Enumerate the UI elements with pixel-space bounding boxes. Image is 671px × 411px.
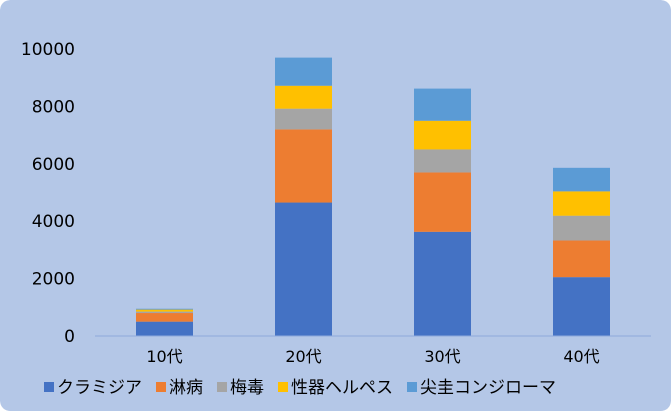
legend-swatch	[156, 382, 166, 392]
bar-segment	[275, 202, 332, 336]
bar-segment	[414, 149, 471, 173]
bar-segment	[553, 191, 610, 216]
bar-segment	[275, 129, 332, 203]
bar-segment	[553, 215, 610, 241]
x-tick-label: 20代	[285, 347, 321, 366]
bar-segment	[275, 108, 332, 130]
legend-label: 尖圭コンジローマ	[420, 378, 556, 398]
y-tick-label: 10000	[21, 40, 75, 60]
legend-label: 淋病	[169, 378, 203, 398]
bars-group	[136, 57, 610, 336]
bar-segment	[136, 309, 193, 312]
y-tick-label: 0	[64, 327, 75, 347]
legend-label: 梅毒	[230, 378, 264, 398]
x-axis: 10代 20代 30代 40代	[146, 347, 599, 366]
legend-swatch	[217, 382, 227, 392]
bar-segment	[414, 172, 471, 232]
legend-swatch	[44, 382, 54, 392]
y-tick-label: 2000	[32, 270, 75, 290]
legend-label: クラミジア	[57, 378, 142, 398]
legend: クラミジア 淋病 梅毒 性器ヘルペス 尖圭コンジローマ	[44, 378, 556, 398]
bar-segment	[275, 57, 332, 86]
bar-segment	[275, 85, 332, 109]
x-tick-label: 10代	[146, 347, 182, 366]
y-tick-label: 8000	[32, 97, 75, 117]
x-tick-label: 40代	[563, 347, 599, 366]
bar-segment	[136, 308, 193, 310]
bar-segment	[414, 231, 471, 336]
legend-swatch	[407, 382, 417, 392]
legend-swatch	[278, 382, 288, 392]
bar-segment	[553, 240, 610, 278]
bar-segment	[136, 311, 193, 314]
legend-label: 性器ヘルペス	[291, 378, 393, 398]
bar-segment	[136, 313, 193, 322]
bar-segment	[414, 88, 471, 121]
bar-segment	[553, 167, 610, 192]
y-tick-label: 6000	[32, 155, 75, 175]
bar-segment	[414, 120, 471, 150]
y-axis: 0 2000 4000 6000 8000 10000	[21, 40, 75, 347]
y-tick-label: 4000	[32, 212, 75, 232]
x-tick-label: 30代	[424, 347, 460, 366]
bar-segment	[136, 321, 193, 336]
bar-segment	[553, 277, 610, 336]
